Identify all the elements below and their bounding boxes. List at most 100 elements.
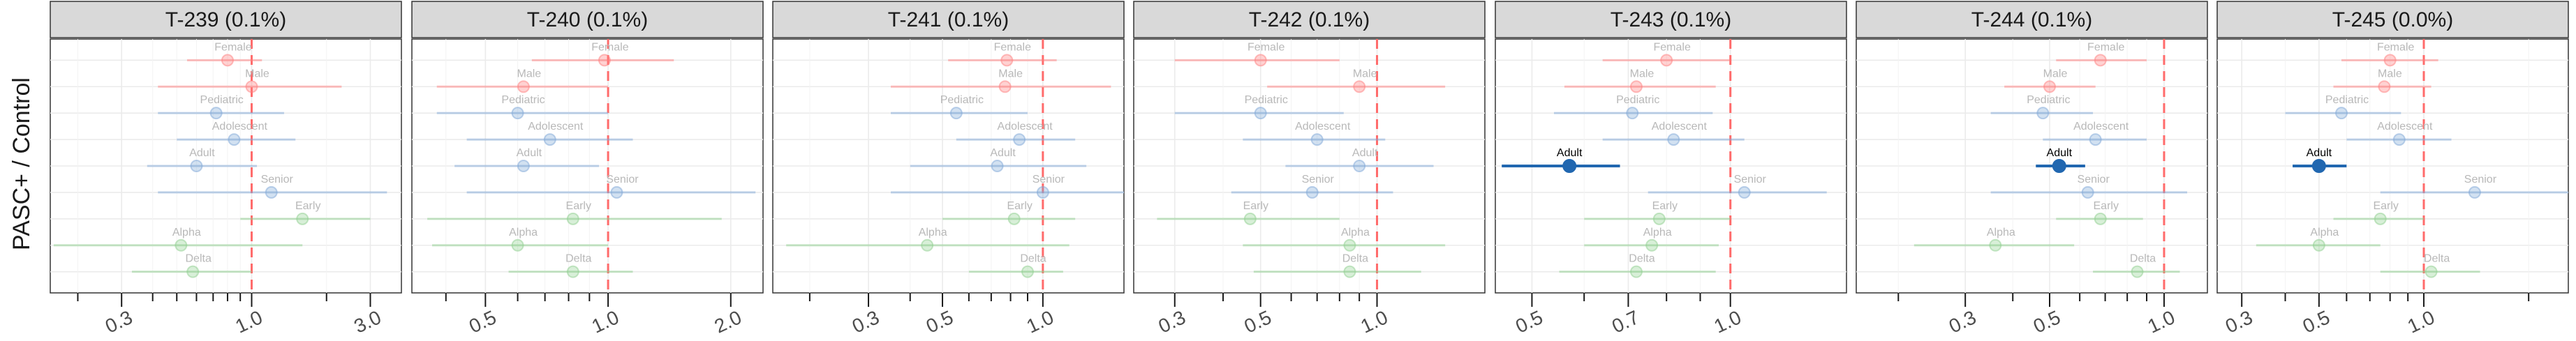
point-estimate xyxy=(991,160,1004,172)
x-tick-label: 3.0 xyxy=(350,306,384,338)
x-tick-label: 0.5 xyxy=(466,306,499,338)
point-label: Male xyxy=(2043,68,2068,79)
point-estimate xyxy=(1254,54,1267,67)
point-label: Adolescent xyxy=(528,121,584,132)
point-label: Early xyxy=(2373,200,2398,212)
point-label: Adult xyxy=(2047,147,2073,159)
x-tick-label: 0.3 xyxy=(849,306,882,338)
point-estimate xyxy=(190,160,203,172)
point-estimate xyxy=(296,212,309,225)
x-tick-label: 1.0 xyxy=(1357,306,1391,338)
point-estimate xyxy=(1310,133,1324,146)
point-estimate xyxy=(1036,185,1049,199)
point-label: Adult xyxy=(1557,147,1583,159)
point-label: Pediatric xyxy=(1245,94,1288,106)
point-label: Delta xyxy=(1629,253,1655,265)
panel: T-245 (0.0%) 0.3 0.5 1.0 Female Male Pediatric… xyxy=(2216,1,2569,338)
point-label: Senior xyxy=(1734,174,1767,185)
x-tick-label: 1.0 xyxy=(2404,306,2438,338)
panel-title: T-245 (0.0%) xyxy=(2332,8,2453,31)
panel-title: T-244 (0.1%) xyxy=(1971,8,2092,31)
point-label: Alpha xyxy=(1341,227,1370,238)
panel-strip xyxy=(1133,1,1486,38)
panel-strip xyxy=(1495,1,1847,38)
point-estimate xyxy=(1667,133,1680,146)
panel: T-240 (0.1%) 0.5 1.0 2.0 Female Male Pediatric… xyxy=(411,1,764,338)
point-label: Early xyxy=(1007,200,1032,212)
point-estimate xyxy=(2392,133,2406,146)
panel-title: T-243 (0.1%) xyxy=(1611,8,1731,31)
panel: T-243 (0.1%) 0.5 0.7 1.0 Female Male Pediatric… xyxy=(1495,1,1847,338)
point-estimate xyxy=(1243,212,1257,225)
point-label: Pediatric xyxy=(1616,94,1659,106)
point-estimate xyxy=(511,238,524,252)
point-label: Female xyxy=(994,41,1031,53)
point-label: Pediatric xyxy=(2325,94,2369,106)
x-tick-label: 2.0 xyxy=(711,306,745,338)
x-tick-label: 1.0 xyxy=(589,306,622,338)
x-tick-label: 1.0 xyxy=(232,306,265,338)
point-label: Female xyxy=(1248,41,1285,53)
point-label: Male xyxy=(517,68,542,79)
panel-strip xyxy=(772,1,1125,38)
point-label: Adolescent xyxy=(1295,121,1351,132)
point-label: Adolescent xyxy=(212,121,268,132)
point-estimate xyxy=(1353,160,1366,172)
x-tick-label: 0.5 xyxy=(2030,306,2064,338)
point-label: Senior xyxy=(2078,174,2110,185)
x-tick-label: 0.3 xyxy=(2222,306,2256,338)
point-estimate xyxy=(1645,238,1659,252)
point-estimate xyxy=(186,265,200,278)
point-label: Delta xyxy=(1020,253,1046,265)
panel-strip xyxy=(411,1,764,38)
point-label: Early xyxy=(1243,200,1268,212)
point-label: Adolescent xyxy=(998,121,1053,132)
point-estimate xyxy=(566,212,579,225)
panel-strip xyxy=(50,1,402,38)
point-label: Alpha xyxy=(1987,227,2015,238)
point-estimate xyxy=(921,238,934,252)
point-estimate xyxy=(221,54,234,67)
point-label: Adult xyxy=(1352,147,1378,159)
point-label: Alpha xyxy=(509,227,538,238)
point-label: Adult xyxy=(189,147,215,159)
point-label: Alpha xyxy=(919,227,947,238)
x-tick-label: 0.5 xyxy=(2300,306,2333,338)
point-estimate xyxy=(610,185,623,199)
point-estimate xyxy=(2468,185,2481,199)
point-estimate xyxy=(2374,212,2387,225)
point-label: Early xyxy=(2094,200,2119,212)
point-label: Male xyxy=(1630,68,1655,79)
point-estimate xyxy=(245,80,258,93)
point-label: Adult xyxy=(990,147,1016,159)
point-estimate xyxy=(2335,107,2348,120)
point-estimate xyxy=(2383,54,2397,67)
point-estimate xyxy=(511,107,524,120)
point-label: Adolescent xyxy=(1652,121,1708,132)
point-estimate xyxy=(228,133,241,146)
point-label: Pediatric xyxy=(2027,94,2070,106)
point-label: Male xyxy=(998,68,1023,79)
point-label: Delta xyxy=(1342,253,1368,265)
point-estimate xyxy=(1021,265,1035,278)
x-tick-label: 1.0 xyxy=(2145,306,2178,338)
point-label: Delta xyxy=(2130,253,2156,265)
point-estimate xyxy=(1254,107,1267,120)
panel-title: T-240 (0.1%) xyxy=(527,8,648,31)
point-label: Male xyxy=(2378,68,2402,79)
point-label: Adult xyxy=(2307,147,2332,159)
x-tick-label: 0.3 xyxy=(1946,306,1979,338)
point-estimate xyxy=(2094,212,2107,225)
point-label: Senior xyxy=(1032,174,1065,185)
point-label: Delta xyxy=(2424,253,2450,265)
point-estimate xyxy=(175,238,188,252)
panel-strip xyxy=(1856,1,2208,38)
point-label: Alpha xyxy=(172,227,201,238)
x-tick-label: 0.5 xyxy=(1512,306,1546,338)
point-label: Adolescent xyxy=(2377,121,2433,132)
point-label: Alpha xyxy=(1643,227,1672,238)
point-label: Pediatric xyxy=(501,94,545,106)
point-label: Senior xyxy=(606,174,639,185)
point-label: Adolescent xyxy=(2073,121,2129,132)
